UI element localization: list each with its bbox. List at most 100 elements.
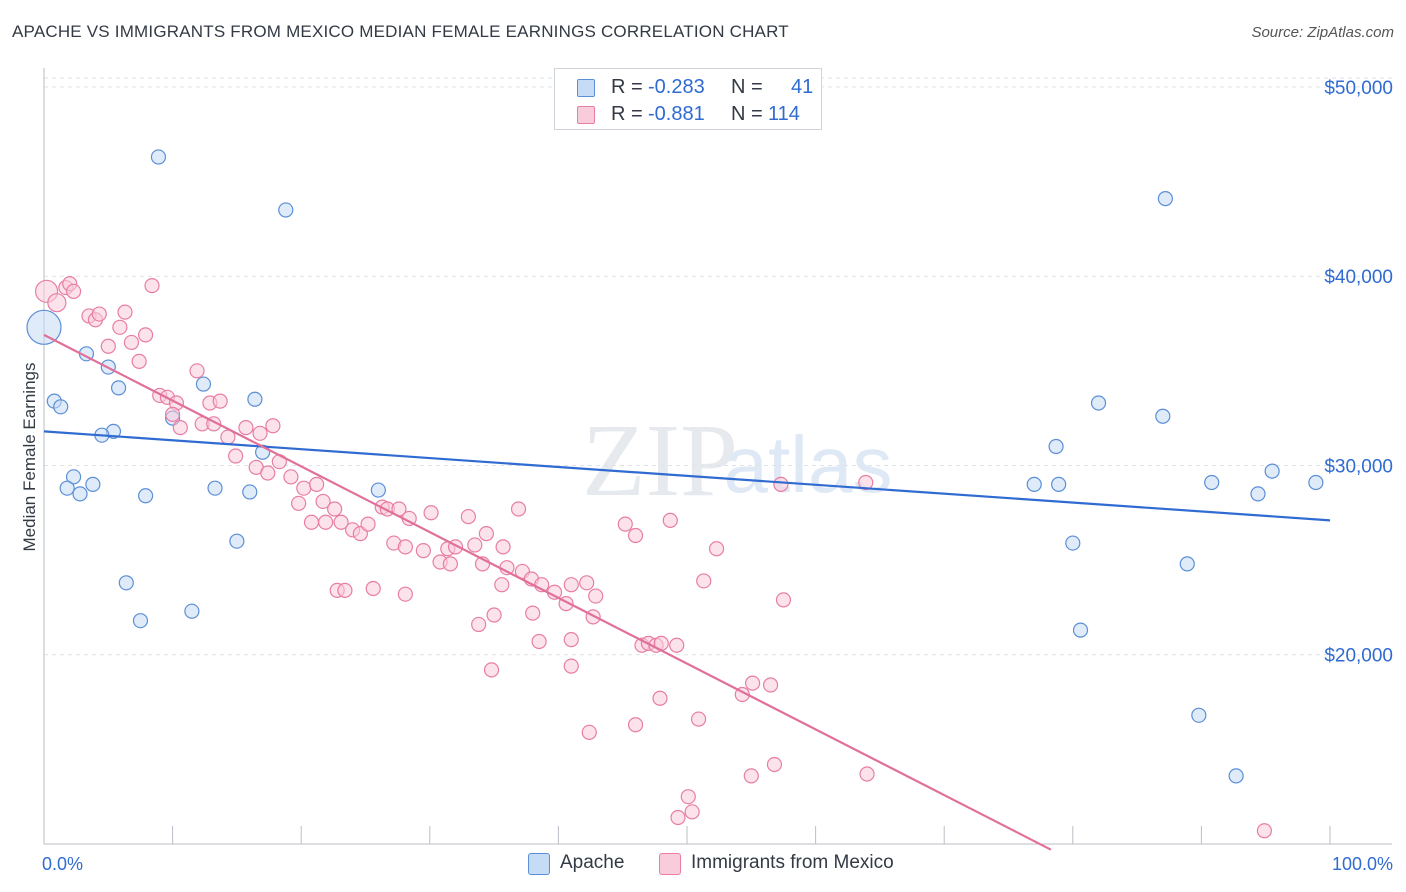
mexico-point — [318, 514, 334, 530]
mexico-swatch-icon — [577, 106, 595, 124]
apache-point — [1204, 474, 1220, 491]
mexico-point — [65, 283, 82, 299]
mexico-point — [296, 480, 312, 496]
apache-point — [1264, 463, 1280, 479]
mexico-point — [260, 465, 276, 481]
apache-point — [110, 380, 127, 396]
mexico-point — [510, 501, 527, 517]
apache-point — [72, 486, 88, 502]
mexico-point — [670, 809, 686, 826]
mexico-point — [123, 334, 140, 351]
apache-point — [370, 482, 386, 498]
apache-point — [1048, 438, 1064, 455]
mexico-point — [680, 789, 696, 805]
mexico-point — [47, 293, 67, 313]
apache-point — [1250, 486, 1266, 502]
apache-point — [65, 469, 82, 485]
legend-label-mexico: Immigrants from Mexico — [691, 852, 894, 873]
mexico-point — [744, 675, 761, 691]
apache-point — [1308, 474, 1324, 491]
mexico-point — [775, 592, 792, 608]
mexico-point — [531, 633, 547, 650]
watermark-zip: ZIP — [582, 403, 738, 518]
mexico-point — [495, 539, 511, 555]
mexico-point — [228, 448, 244, 464]
apache-point — [184, 603, 200, 619]
apache-point — [1051, 476, 1067, 492]
mexico-point — [238, 420, 254, 436]
mexico-point — [423, 505, 439, 521]
mexico-point — [471, 616, 487, 633]
mexico-point — [137, 327, 154, 343]
apache-point — [1072, 622, 1089, 638]
mexico-point — [265, 418, 281, 434]
stats-legend: R = -0.283 N = 41 R = -0.881 N = 114 — [554, 68, 822, 130]
mexico-point — [762, 677, 779, 693]
apache-point — [229, 533, 245, 549]
mexico-point — [303, 514, 320, 530]
mexico-point — [189, 363, 205, 379]
apache-point — [118, 575, 134, 591]
watermark-atlas: atlas — [724, 420, 893, 509]
apache-point — [1155, 408, 1171, 424]
apache-point — [137, 488, 154, 504]
stats-row-mexico: R = -0.881 N = 114 — [555, 100, 821, 128]
chart-title: APACHE VS IMMIGRANTS FROM MEXICO MEDIAN … — [12, 22, 789, 41]
mexico-point — [684, 804, 700, 820]
mexico-point — [859, 766, 875, 782]
mexico-point — [131, 353, 147, 369]
mexico-point — [365, 580, 381, 597]
n-label: N = — [731, 103, 763, 125]
apache-swatch-icon — [577, 79, 595, 97]
apache-trend-line — [43, 430, 1331, 522]
tick-labels: $20,000 $30,000 $40,000 $50,000 0.0% 100.0% — [42, 78, 1393, 874]
mexico-point — [442, 556, 458, 572]
x-tick-label: 100.0% — [1332, 854, 1393, 874]
mexico-trend-line — [43, 333, 1052, 851]
mexico-point — [588, 588, 604, 604]
mexico-point — [212, 393, 228, 409]
trend-lines — [43, 333, 1331, 851]
mexico-point — [708, 541, 725, 557]
source-note: Source: ZipAtlas.com — [1251, 24, 1394, 41]
apache-point — [278, 202, 294, 218]
mexico-points — [34, 276, 1273, 839]
mexico-point — [690, 711, 707, 727]
mexico-point — [652, 690, 668, 706]
mexico-point — [486, 607, 502, 623]
mexico-point — [397, 586, 413, 602]
legend-label-apache: Apache — [560, 852, 625, 873]
mexico-point — [858, 474, 874, 491]
mexico-point — [337, 582, 353, 598]
apache-point — [1191, 707, 1207, 723]
mexico-point — [144, 278, 160, 294]
mexico-point — [617, 516, 633, 532]
apache-point — [247, 391, 263, 407]
r-label: R = — [611, 76, 643, 98]
mexico-point — [478, 525, 494, 542]
apache-point — [1065, 535, 1081, 551]
mexico-point — [460, 508, 476, 525]
mexico-point — [327, 501, 343, 517]
apache-point — [1157, 190, 1173, 207]
watermark: ZIP atlas — [582, 403, 892, 518]
apache-point — [59, 480, 75, 496]
n-value: 114 — [768, 103, 800, 125]
mexico-point — [397, 539, 413, 555]
mexico-point — [579, 575, 595, 591]
mexico-point — [743, 768, 759, 784]
mexico-point — [494, 577, 510, 593]
mexico-point — [581, 724, 597, 740]
mexico-point — [627, 527, 644, 544]
r-value: -0.881 — [648, 103, 705, 125]
mexico-point — [525, 605, 541, 621]
n-label: N = — [731, 76, 763, 98]
mexico-point — [1256, 823, 1273, 839]
apache-point — [195, 376, 212, 392]
mexico-point — [563, 577, 579, 593]
apache-point — [150, 149, 167, 165]
n-value: 41 — [791, 76, 814, 98]
mexico-point — [165, 406, 181, 422]
apache-point — [1090, 395, 1107, 411]
